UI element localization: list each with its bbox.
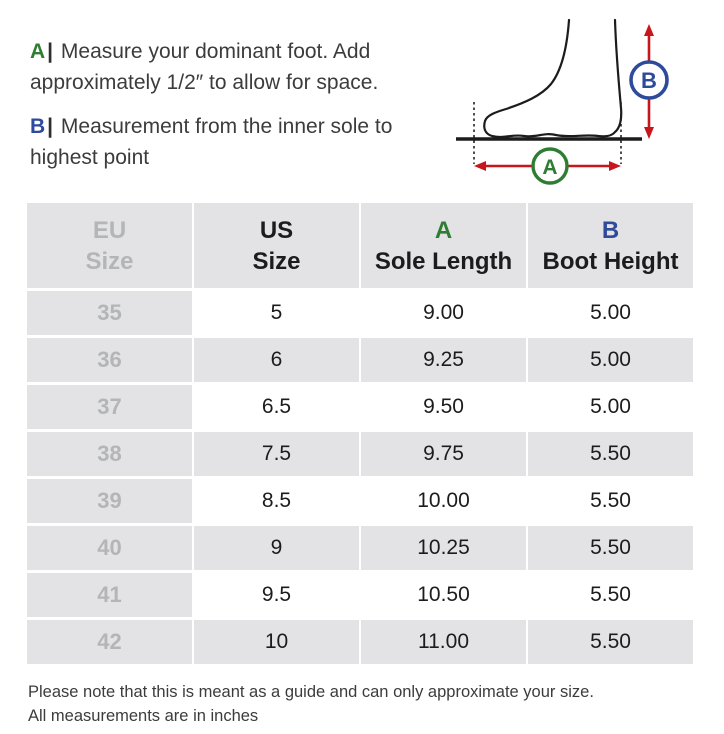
badge-b-circle: [629, 60, 669, 100]
eu-size-cell: 36: [27, 338, 192, 382]
boot-height-cell: 5.00: [528, 385, 693, 429]
arrowhead-left: [474, 161, 486, 171]
sole-length-cell: 10.50: [361, 573, 526, 617]
us-size-cell: 5: [194, 291, 359, 335]
foot-measurement-diagram: A B: [454, 0, 708, 200]
boot-height-header: B Boot Height: [528, 203, 693, 288]
foot-outline: [483, 18, 623, 139]
sole-length-cell: 10.00: [361, 479, 526, 523]
footer-note: Please note that this is meant as a guid…: [28, 680, 724, 728]
us-size-cell: 6: [194, 338, 359, 382]
us-size-cell: 9: [194, 526, 359, 570]
instruction-b-text: Measurement from the inner sole to highe…: [30, 115, 393, 169]
divider-bar: |: [47, 115, 54, 138]
table-row: 41 9.5 10.50 5.50: [27, 573, 693, 617]
instruction-a-label: A: [30, 40, 46, 63]
badge-b-label: B: [641, 68, 657, 93]
us-size-header: US Size: [194, 203, 359, 288]
eu-size-cell: 40: [27, 526, 192, 570]
table-row: 38 7.5 9.75 5.50: [27, 432, 693, 476]
boot-height-cell: 5.50: [528, 432, 693, 476]
us-size-cell: 9.5: [194, 573, 359, 617]
eu-size-cell: 38: [27, 432, 192, 476]
table-row: 36 6 9.25 5.00: [27, 338, 693, 382]
sole-length-cell: 10.25: [361, 526, 526, 570]
arrowhead-down: [644, 127, 654, 139]
boot-height-cell: 5.00: [528, 291, 693, 335]
size-table-header: EU Size US Size A Sole Length B Boot Hei…: [27, 203, 693, 288]
eu-size-cell: 39: [27, 479, 192, 523]
sole-length-header: A Sole Length: [361, 203, 526, 288]
eu-size-cell: 42: [27, 620, 192, 664]
header-row: EU Size US Size A Sole Length B Boot Hei…: [27, 203, 693, 288]
instruction-a: A| Measure your dominant foot. Add appro…: [30, 36, 454, 98]
eu-size-cell: 37: [27, 385, 192, 429]
instruction-a-text: Measure your dominant foot. Add approxim…: [30, 40, 379, 94]
us-size-cell: 10: [194, 620, 359, 664]
boot-height-cell: 5.50: [528, 479, 693, 523]
sole-header-line2: Sole Length: [374, 247, 513, 275]
table-row: 42 10 11.00 5.50: [27, 620, 693, 664]
top-section: A| Measure your dominant foot. Add appro…: [0, 0, 724, 200]
boot-height-cell: 5.50: [528, 620, 693, 664]
eu-size-cell: 41: [27, 573, 192, 617]
sole-length-cell: 9.25: [361, 338, 526, 382]
us-size-cell: 7.5: [194, 432, 359, 476]
size-table: EU Size US Size A Sole Length B Boot Hei…: [25, 200, 695, 667]
us-size-cell: 6.5: [194, 385, 359, 429]
eu-header-line1: EU: [92, 216, 127, 244]
table-row: 39 8.5 10.00 5.50: [27, 479, 693, 523]
eu-size-header: EU Size: [27, 203, 192, 288]
arrowhead-right: [609, 161, 621, 171]
table-row: 37 6.5 9.50 5.00: [27, 385, 693, 429]
foot-diagram-svg: A B: [456, 18, 669, 185]
boot-header-line2: Boot Height: [542, 247, 679, 275]
sole-length-cell: 9.75: [361, 432, 526, 476]
sole-header-letter: A: [434, 216, 453, 244]
boot-height-cell: 5.50: [528, 573, 693, 617]
us-header-line1: US: [259, 216, 294, 244]
eu-header-line2: Size: [85, 247, 134, 275]
table-body: 35 5 9.00 5.00 36 6 9.25 5.00 37 6.5 9.5…: [27, 291, 693, 664]
sole-length-cell: 9.50: [361, 385, 526, 429]
arrowhead-up: [644, 24, 654, 36]
footer-line-2: All measurements are in inches: [28, 707, 259, 725]
footer-line-1: Please note that this is meant as a guid…: [28, 683, 594, 701]
table-row: 35 5 9.00 5.00: [27, 291, 693, 335]
badge-a-circle: [531, 147, 569, 185]
badge-a-label: A: [542, 156, 557, 179]
instruction-b: B| Measurement from the inner sole to hi…: [30, 111, 454, 173]
sole-length-cell: 11.00: [361, 620, 526, 664]
boot-header-letter: B: [601, 216, 620, 244]
us-size-cell: 8.5: [194, 479, 359, 523]
eu-size-cell: 35: [27, 291, 192, 335]
divider-bar: |: [47, 40, 54, 63]
table-row: 40 9 10.25 5.50: [27, 526, 693, 570]
measurement-instructions: A| Measure your dominant foot. Add appro…: [30, 0, 454, 200]
boot-height-cell: 5.00: [528, 338, 693, 382]
us-header-line2: Size: [252, 247, 301, 275]
sole-length-cell: 9.00: [361, 291, 526, 335]
instruction-b-label: B: [30, 115, 46, 138]
boot-height-cell: 5.50: [528, 526, 693, 570]
